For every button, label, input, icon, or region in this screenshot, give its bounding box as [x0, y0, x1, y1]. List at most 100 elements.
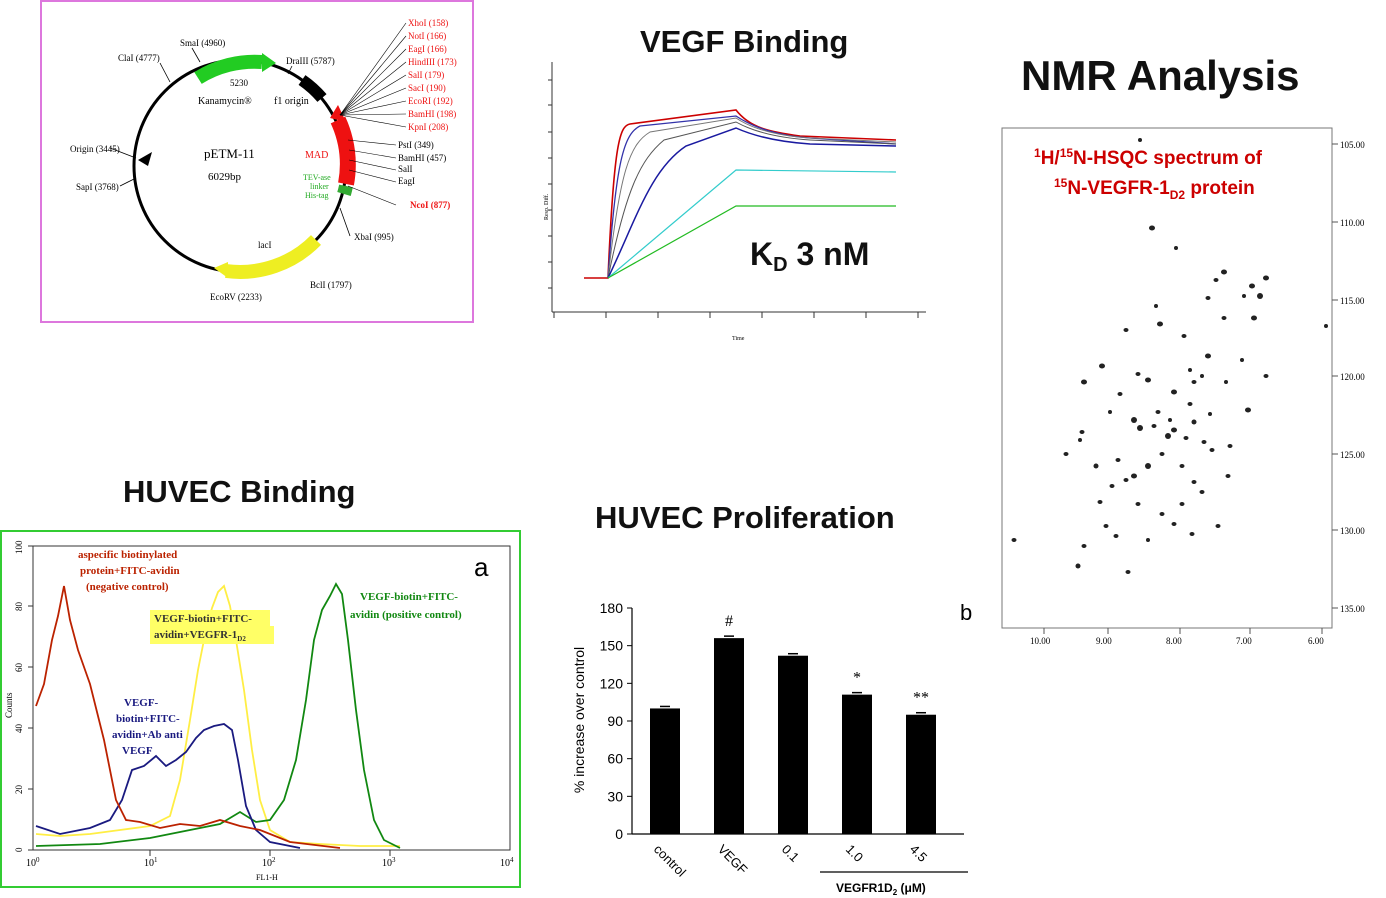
nmr-xtick-7: 7.00: [1236, 636, 1252, 646]
site-sapi: SapI (3768): [76, 182, 119, 192]
y-tick-label: 30: [607, 788, 623, 804]
y-tick-label: 0: [615, 826, 623, 842]
huvec-ylabel: Counts: [4, 692, 14, 718]
sensorgram-grey-2: [607, 121, 897, 279]
site-eagi: EagI (166): [408, 44, 447, 54]
site-xbai: XbaI (995): [354, 232, 394, 242]
nmr-label-line1: 1H/15N-HSQC spectrum of: [1034, 146, 1263, 169]
nmr-ytick-110: 110.00: [1340, 218, 1365, 228]
site-sali-2: SalI: [398, 164, 413, 174]
significance-mark: *: [853, 670, 861, 687]
label-ab-1: VEGF-: [124, 697, 159, 709]
site-clai: ClaI (4777): [118, 53, 160, 63]
gene-f1-origin: f1 origin: [274, 96, 309, 107]
significance-mark: #: [725, 613, 733, 630]
label-ab-3: avidin+Ab anti: [112, 729, 183, 741]
nmr-peaks: [1011, 138, 1328, 574]
histogram-yellow: [35, 584, 400, 847]
gene-tev: TEV-ase: [303, 173, 331, 182]
bar-1.0: [842, 694, 872, 834]
site-noti: NotI (166): [408, 31, 446, 41]
site-bcli: BclI (1797): [310, 280, 352, 290]
gene-mad: MAD: [305, 150, 328, 161]
nmr-xtick-9: 9.00: [1096, 636, 1112, 646]
huvec-xtick-1: 100: [26, 856, 40, 869]
site-bamhi: BamHI (198): [408, 109, 456, 119]
nmr-ytick-125: 125.00: [1340, 450, 1365, 460]
nmr-ytick-115: 115.00: [1340, 296, 1365, 306]
site-smai: SmaI (4960): [180, 38, 225, 48]
prolif-ylabel: % increase over control: [571, 647, 587, 793]
sensorgram-red: [584, 109, 897, 279]
prolif-panel-letter: b: [960, 600, 972, 625]
huvec-ytick-0: 0: [14, 847, 24, 852]
sensorgram-grey-1: [607, 117, 897, 279]
prolif-group-label: VEGFR1D2 (μM): [836, 881, 926, 897]
histogram-red: [35, 585, 341, 849]
label-positive-2: avidin (positive control): [350, 609, 462, 621]
nmr-ytick-105: 105.00: [1340, 140, 1365, 150]
nmr-ytick-120: 120.00: [1340, 372, 1365, 382]
plasmid-size: 6029bp: [208, 171, 242, 183]
plasmid-map: pETM-11 6029bp 5230 Kanamycin® f1 origin…: [40, 0, 474, 323]
huvec-xtick-4: 103: [382, 856, 396, 869]
site-sali: SalI (179): [408, 70, 444, 80]
nmr-label-line2: 15N-VEGFR-1D2 protein: [1054, 176, 1255, 202]
site-draiii: DraIII (5787): [286, 56, 335, 66]
nmr-xtick-10: 10.00: [1030, 636, 1051, 646]
y-tick-label: 60: [607, 751, 623, 767]
site-bamhi-457: BamHI (457): [398, 153, 446, 163]
plasmid-top-number: 5230: [230, 78, 249, 88]
bar-VEGF: [714, 638, 744, 834]
huvec-ytick-20: 20: [14, 785, 24, 795]
site-ecorv: EcoRV (2233): [210, 292, 262, 302]
label-positive-1: VEGF-biotin+FITC-: [360, 591, 458, 603]
y-tick-label: 90: [607, 713, 623, 729]
site-xhoi: XhoI (158): [408, 18, 448, 28]
huvec-panel-letter: a: [474, 552, 489, 582]
gene-kanamycin: Kanamycin®: [198, 96, 252, 107]
label-negative-2: protein+FITC-avidin: [80, 565, 180, 577]
label-vegfr-2: avidin+VEGFR-1D2: [154, 629, 246, 643]
y-tick-label: 150: [600, 638, 624, 654]
huvec-ytick-80: 80: [14, 602, 24, 612]
kd-label: KD 3 nM: [750, 236, 869, 276]
site-kpni: KpnI (208): [408, 122, 448, 132]
gene-linker: linker: [310, 182, 329, 191]
histogram-blue: [35, 723, 301, 849]
huvec-binding-chart: 0 20 40 60 80 100 Counts 100 101 102 103…: [0, 530, 521, 888]
plasmid-name: pETM-11: [204, 146, 255, 161]
label-ab-4: VEGF: [122, 745, 153, 757]
nmr-ytick-135: 135.00: [1340, 604, 1365, 614]
nmr-xtick-8: 8.00: [1166, 636, 1182, 646]
label-vegfr-1: VEGF-biotin+FITC-: [154, 613, 252, 625]
sensorgram-cyan: [607, 169, 897, 279]
bar-0.1: [778, 655, 808, 834]
nmr-spectrum: 105.00 110.00 115.00 120.00 125.00 130.0…: [1001, 127, 1365, 646]
vegf-ylabel: Resp. Diff.: [543, 193, 550, 220]
bar-control: [650, 708, 680, 834]
huvec-xtick-2: 101: [144, 856, 158, 869]
site-psti: PstI (349): [398, 140, 434, 150]
sensorgram-green: [607, 205, 896, 279]
huvec-ytick-60: 60: [14, 663, 24, 673]
site-saci: SacI (190): [408, 83, 446, 93]
nmr-analysis-title: NMR Analysis: [1021, 52, 1300, 99]
y-tick-label: 180: [600, 600, 624, 616]
huvec-binding-title: HUVEC Binding: [123, 474, 356, 509]
label-negative-1: aspecific biotinylated: [78, 549, 177, 561]
sensorgram-navy: [607, 127, 897, 279]
vegf-xlabel: Time: [732, 336, 745, 342]
label-ab-2: biotin+FITC-: [116, 713, 180, 725]
label-negative-3: (negative control): [86, 581, 169, 593]
site-origin: Origin (3445): [70, 144, 120, 154]
gene-laci: lacI: [258, 240, 272, 250]
y-tick-label: 120: [600, 675, 624, 691]
vegf-binding-title: VEGF Binding: [640, 24, 849, 59]
gene-his: His-tag: [305, 191, 329, 200]
huvec-proliferation-title: HUVEC Proliferation: [595, 500, 895, 535]
vegf-binding-chart: Resp. Diff. Time KD 3 nM: [543, 62, 926, 342]
site-ecori: EcoRI (192): [408, 96, 453, 106]
histogram-green: [35, 582, 401, 849]
